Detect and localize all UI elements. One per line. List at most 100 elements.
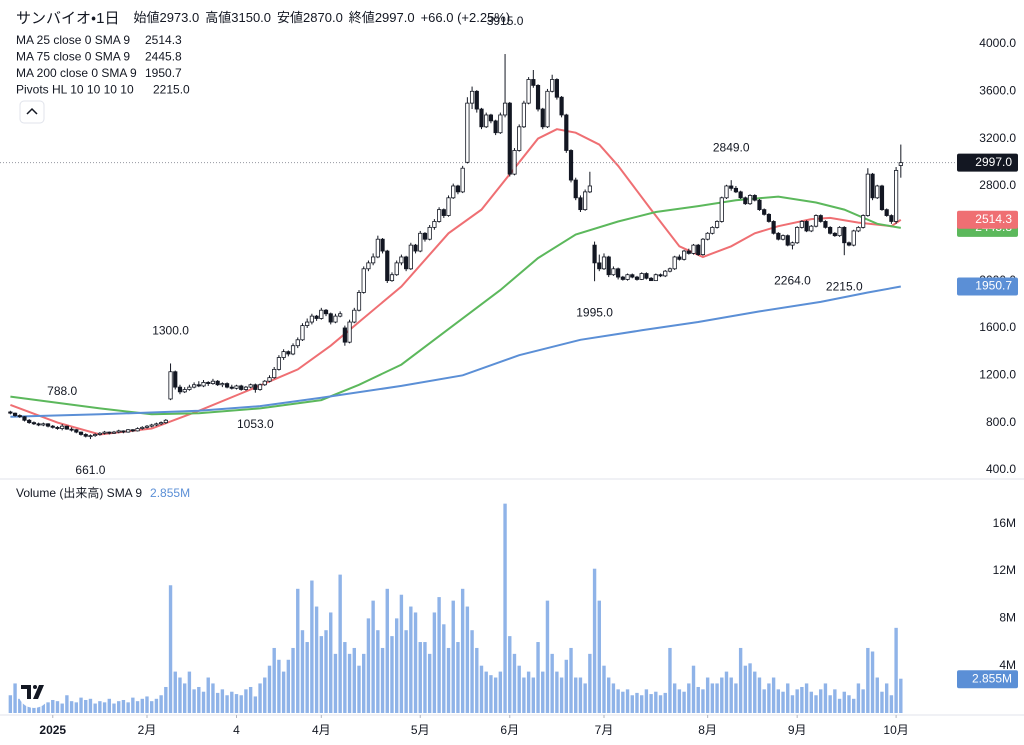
- volume-bar: [300, 630, 305, 713]
- candle-body: [700, 238, 706, 255]
- x-tick-label: 9月: [788, 723, 807, 737]
- legend-value: 2445.8: [145, 50, 182, 64]
- candle-body: [776, 232, 781, 240]
- volume-bar: [84, 699, 88, 713]
- volume-bar: [668, 647, 672, 713]
- candle-body: [163, 419, 168, 424]
- volume-bar: [41, 698, 46, 713]
- volume-bar: [498, 671, 503, 713]
- candle-body: [295, 339, 300, 347]
- candle-body: [300, 325, 305, 341]
- candle-body: [69, 428, 74, 431]
- volume-bar: [206, 677, 210, 713]
- volume-bar: [399, 594, 404, 713]
- candle-body: [422, 232, 428, 240]
- candle-body: [644, 273, 649, 279]
- candle-body: [290, 345, 296, 355]
- legend-name: Pivots HL 10 10 10 10: [16, 83, 134, 97]
- candle-body: [111, 431, 117, 434]
- candle-body: [389, 274, 395, 282]
- volume-bar: [804, 683, 809, 713]
- candle-body: [531, 79, 536, 86]
- volume-bar: [272, 647, 276, 713]
- volume-bar: [470, 630, 474, 713]
- candle-body: [757, 199, 762, 211]
- candle-body: [248, 384, 253, 388]
- volume-bar: [559, 677, 564, 713]
- candle-body: [611, 268, 616, 276]
- price-badge: [957, 153, 1018, 172]
- volume-bar: [564, 659, 569, 713]
- collapse-icon: [26, 107, 38, 115]
- pivot-label: 2264.0: [774, 274, 811, 288]
- volume-bar: [460, 588, 465, 713]
- volume-bar: [357, 665, 361, 713]
- candle-body: [502, 102, 508, 116]
- pivot-label: 2215.0: [826, 279, 863, 293]
- x-tick-label: 4: [233, 723, 240, 737]
- volume-bar: [489, 675, 493, 713]
- volume-bar: [621, 691, 625, 713]
- candle-body: [427, 226, 432, 240]
- main-layer: [8, 54, 903, 440]
- volume-bar: [394, 618, 399, 713]
- y-tick-label: 800.0: [986, 415, 1016, 429]
- volume-bar: [352, 647, 356, 713]
- volume-bar: [22, 701, 27, 713]
- collapse-button[interactable]: [19, 100, 45, 124]
- candle-body: [319, 309, 324, 319]
- candle-body: [573, 179, 578, 199]
- candle-body: [12, 412, 18, 416]
- candle-body: [583, 191, 588, 211]
- volume-bar: [277, 659, 281, 713]
- volume-bar: [126, 702, 130, 713]
- volume-y-tick-label: 4M: [999, 658, 1016, 672]
- candle-body: [696, 244, 701, 255]
- volume-bar: [866, 647, 870, 713]
- volume-bar: [875, 677, 879, 713]
- volume-bar: [475, 647, 479, 713]
- candle-body: [140, 426, 145, 429]
- candle-body: [432, 221, 437, 228]
- logo-dot: [33, 685, 37, 689]
- volume-bar: [578, 677, 583, 713]
- volume-bar: [602, 665, 606, 713]
- volume-bar: [267, 665, 272, 713]
- y-tick-label: 3200.0: [979, 131, 1016, 145]
- volume-bar: [630, 695, 634, 713]
- candle-body: [64, 425, 69, 430]
- field-name: 始値: [133, 10, 159, 25]
- candle-body: [677, 256, 682, 260]
- volume-bar: [696, 686, 700, 713]
- volume-bar: [234, 694, 239, 713]
- candle-body: [766, 213, 771, 222]
- candle-body: [437, 209, 442, 222]
- volume-bar: [649, 694, 653, 713]
- candle-body: [371, 256, 376, 264]
- volume-bar: [314, 606, 319, 713]
- volume-bar: [833, 689, 837, 713]
- candle-body: [846, 242, 852, 246]
- volume-bar: [329, 612, 333, 713]
- candle-body: [323, 309, 329, 315]
- volume-bar: [880, 691, 884, 713]
- candle-body: [229, 386, 234, 389]
- candle-body: [889, 215, 894, 222]
- volume-bar: [734, 683, 738, 713]
- volume-bar: [597, 600, 601, 713]
- candle-body: [879, 185, 885, 211]
- candle-body: [451, 185, 456, 199]
- volume-bar: [263, 677, 267, 713]
- price-badge-label: 2.855M: [972, 671, 1012, 685]
- volume-bar: [192, 689, 196, 713]
- volume-bar: [757, 677, 762, 713]
- volume-bar: [258, 683, 262, 713]
- volume-bar: [296, 588, 300, 713]
- candle-body: [861, 215, 866, 228]
- volume-bar: [687, 683, 691, 713]
- candle-body: [60, 425, 65, 429]
- candle-body: [729, 185, 734, 189]
- candle-body: [45, 423, 51, 427]
- candle-body: [130, 429, 135, 432]
